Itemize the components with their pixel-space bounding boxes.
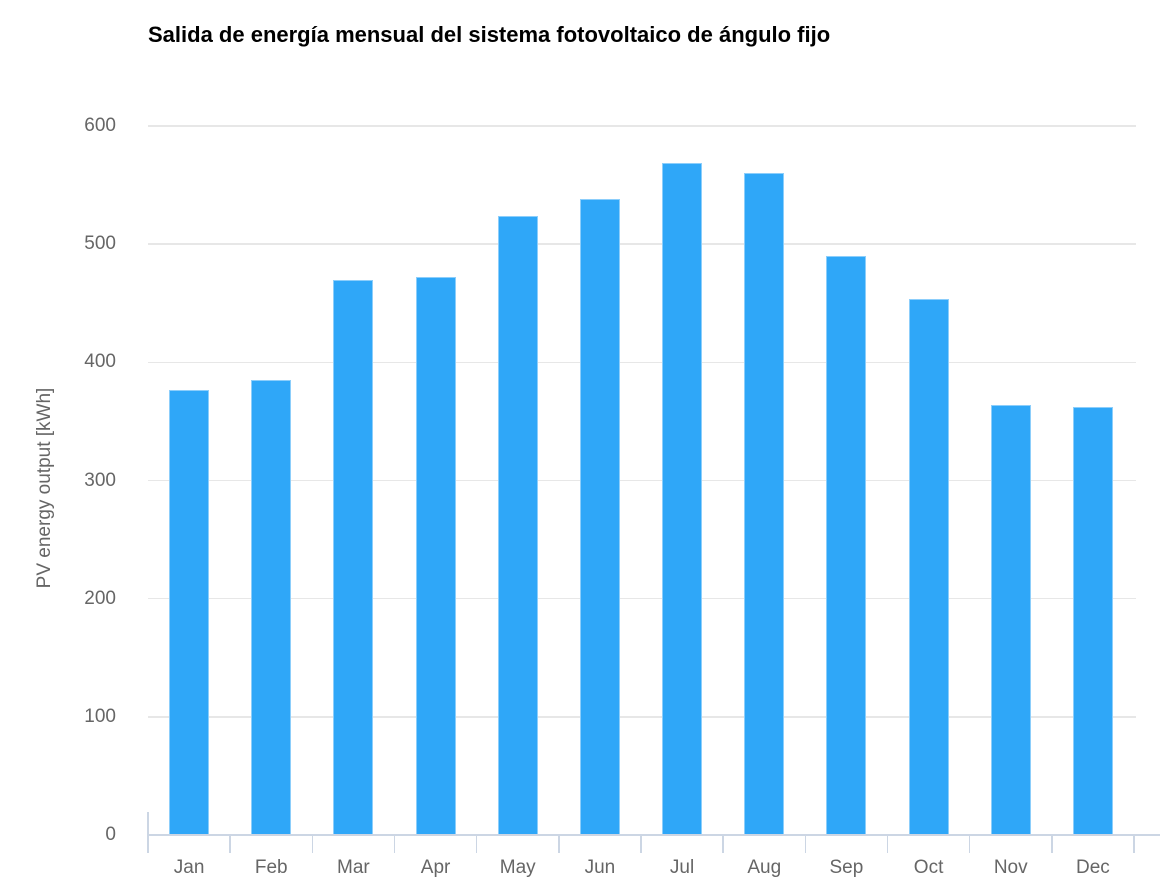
gridline-y-500 xyxy=(148,243,1136,245)
y-tick-label-100: 100 xyxy=(84,705,116,727)
chart-title: Salida de energía mensual del sistema fo… xyxy=(148,22,831,47)
y-tick-label-300: 300 xyxy=(84,469,116,491)
y-tick-label-600: 600 xyxy=(84,115,116,136)
y-tick-label-400: 400 xyxy=(84,351,116,373)
x-tick-label-jan: Jan xyxy=(173,857,205,878)
x-tick-label-mar: Mar xyxy=(337,857,370,878)
x-tick-label-feb: Feb xyxy=(254,857,288,878)
x-axis-tick-8 xyxy=(804,835,807,853)
x-axis-tick-1 xyxy=(229,835,231,853)
y-tick-label-0: 0 xyxy=(105,824,116,845)
x-axis-tick-11 xyxy=(1051,835,1053,853)
bar-aug[interactable] xyxy=(744,173,785,835)
plot-area xyxy=(148,100,1136,836)
bar-apr[interactable] xyxy=(415,277,456,835)
gridline-y-100 xyxy=(148,716,1136,718)
gridline-y-600 xyxy=(148,125,1136,127)
x-axis-tick-3 xyxy=(393,835,396,853)
x-axis-line xyxy=(148,834,1160,836)
x-tick-label-jun: Jun xyxy=(584,857,616,878)
x-tick-label-nov: Nov xyxy=(993,857,1028,878)
bar-mar[interactable] xyxy=(333,279,374,835)
bar-jan[interactable] xyxy=(169,389,210,835)
gridline-y-200 xyxy=(148,597,1136,600)
bar-jun[interactable] xyxy=(579,199,620,835)
bar-nov[interactable] xyxy=(990,404,1031,835)
bar-may[interactable] xyxy=(497,215,538,835)
x-tick-label-sep: Sep xyxy=(829,857,864,878)
y-tick-label-500: 500 xyxy=(84,233,116,255)
x-tick-label-apr: Apr xyxy=(420,857,451,878)
bar-jul[interactable] xyxy=(662,162,703,835)
gridline-y-400 xyxy=(148,361,1136,364)
gridline-y-300 xyxy=(148,479,1136,482)
x-tick-label-aug: Aug xyxy=(747,857,782,878)
y-axis-labels: 0 100 200 300 400 500 600 xyxy=(0,100,116,845)
y-tick-label-200: 200 xyxy=(84,587,116,609)
x-tick-label-dec: Dec xyxy=(1076,857,1110,878)
bar-dec[interactable] xyxy=(1072,407,1113,835)
bar-sep[interactable] xyxy=(826,255,867,835)
bar-feb[interactable] xyxy=(251,380,292,835)
x-axis-tick-4 xyxy=(475,835,478,853)
x-tick-label-may: May xyxy=(499,857,536,878)
x-tick-label-oct: Oct xyxy=(913,857,944,878)
bar-oct[interactable] xyxy=(908,298,949,835)
x-tick-label-jul: Jul xyxy=(669,857,695,878)
x-axis-tick-5 xyxy=(558,835,560,853)
x-axis-tick-10 xyxy=(968,835,971,853)
x-axis-tick-0 xyxy=(147,812,149,853)
x-axis-tick-12 xyxy=(1133,835,1135,853)
x-axis-tick-6 xyxy=(640,835,642,853)
x-axis-tick-9 xyxy=(886,835,889,853)
x-axis-tick-7 xyxy=(722,835,724,853)
x-axis-tick-2 xyxy=(311,835,314,853)
